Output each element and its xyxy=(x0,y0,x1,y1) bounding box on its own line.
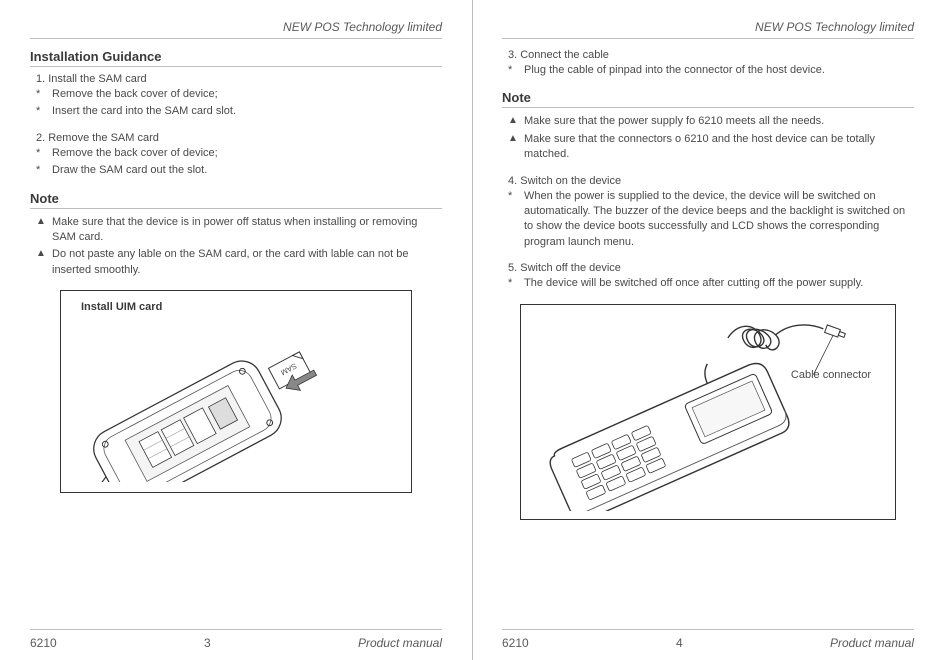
step4: 4. Switch on the device xyxy=(502,175,914,187)
list-item: ▲ Do not paste any lable on the SAM card… xyxy=(30,247,442,278)
uim-card-illustration-icon: SAM xyxy=(71,317,401,482)
footer-manual: Product manual xyxy=(358,636,442,650)
note-underline-left xyxy=(30,208,442,209)
list-item: * Remove the back cover of device; xyxy=(30,87,442,102)
step3-block: 3. Connect the cable * Plug the cable of… xyxy=(502,49,914,78)
footer-manual: Product manual xyxy=(830,636,914,650)
footer-model: 6210 xyxy=(30,636,57,650)
list-item: ▲ Make sure that the connectors o 6210 a… xyxy=(502,132,914,163)
header-rule-left xyxy=(30,38,442,39)
triangle-icon: ▲ xyxy=(36,215,52,246)
asterisk-icon: * xyxy=(36,87,52,102)
content-right: 3. Connect the cable * Plug the cable of… xyxy=(502,49,914,520)
page-left: NEW POS Technology limited Installation … xyxy=(0,0,472,660)
notes-left: ▲ Make sure that the device is in power … xyxy=(30,215,442,279)
header-left: NEW POS Technology limited xyxy=(30,20,442,34)
note-text: Do not paste any lable on the SAM card, … xyxy=(52,247,442,278)
step4-block: 4. Switch on the device * When the power… xyxy=(502,175,914,251)
list-item: * Insert the card into the SAM card slot… xyxy=(30,104,442,119)
bullet-text: Insert the card into the SAM card slot. xyxy=(52,104,442,119)
header-right: NEW POS Technology limited xyxy=(502,20,914,34)
bullet-text: Remove the back cover of device; xyxy=(52,87,442,102)
bullet-text: The device will be switched off once aft… xyxy=(524,276,914,291)
asterisk-icon: * xyxy=(508,189,524,251)
device-cable-illustration-icon xyxy=(529,313,887,512)
note-title-left: Note xyxy=(30,191,442,206)
bullet-text: Remove the back cover of device; xyxy=(52,146,442,161)
list-item: * The device will be switched off once a… xyxy=(502,276,914,291)
step2: 2. Remove the SAM card xyxy=(30,132,442,144)
list-item: * Plug the cable of pinpad into the conn… xyxy=(502,63,914,78)
list-item: * When the power is supplied to the devi… xyxy=(502,189,914,251)
triangle-icon: ▲ xyxy=(36,247,52,278)
note-title-right: Note xyxy=(502,90,914,105)
footer-right: 6210 4 Product manual xyxy=(502,629,914,650)
note-text: Make sure that the device is in power of… xyxy=(52,215,442,246)
step5: 5. Switch off the device xyxy=(502,262,914,274)
triangle-icon: ▲ xyxy=(508,114,524,129)
bullet-text: Draw the SAM card out the slot. xyxy=(52,163,442,178)
bullet-text: Plug the cable of pinpad into the connec… xyxy=(524,63,914,78)
step1: 1. Install the SAM card xyxy=(30,73,442,85)
step5-block: 5. Switch off the device * The device wi… xyxy=(502,262,914,291)
list-item: ▲ Make sure that the device is in power … xyxy=(30,215,442,246)
triangle-icon: ▲ xyxy=(508,132,524,163)
list-item: * Remove the back cover of device; xyxy=(30,146,442,161)
footer-pagenum: 3 xyxy=(57,636,358,650)
installation-title: Installation Guidance xyxy=(30,49,442,64)
figure-uim-card: Install UIM card xyxy=(60,290,412,493)
figure-cable-connector: Cable connector xyxy=(520,304,896,521)
asterisk-icon: * xyxy=(36,104,52,119)
header-rule-right xyxy=(502,38,914,39)
footer-left: 6210 3 Product manual xyxy=(30,629,442,650)
figure-title: Install UIM card xyxy=(71,301,401,313)
step3: 3. Connect the cable xyxy=(502,49,914,61)
note-text: Make sure that the connectors o 6210 and… xyxy=(524,132,914,163)
step2-block: 2. Remove the SAM card * Remove the back… xyxy=(30,132,442,179)
footer-pagenum: 4 xyxy=(529,636,830,650)
cable-label: Cable connector xyxy=(791,369,871,381)
asterisk-icon: * xyxy=(36,163,52,178)
note-text: Make sure that the power supply fo 6210 … xyxy=(524,114,914,129)
footer-model: 6210 xyxy=(502,636,529,650)
installation-underline xyxy=(30,66,442,67)
asterisk-icon: * xyxy=(36,146,52,161)
list-item: * Draw the SAM card out the slot. xyxy=(30,163,442,178)
page-right: NEW POS Technology limited 3. Connect th… xyxy=(472,0,944,660)
list-item: ▲ Make sure that the power supply fo 621… xyxy=(502,114,914,129)
notes-right: ▲ Make sure that the power supply fo 621… xyxy=(502,114,914,162)
content-left: Installation Guidance 1. Install the SAM… xyxy=(30,49,442,493)
note-underline-right xyxy=(502,107,914,108)
asterisk-icon: * xyxy=(508,276,524,291)
step1-block: 1. Install the SAM card * Remove the bac… xyxy=(30,73,442,120)
bullet-text: When the power is supplied to the device… xyxy=(524,189,914,251)
asterisk-icon: * xyxy=(508,63,524,78)
